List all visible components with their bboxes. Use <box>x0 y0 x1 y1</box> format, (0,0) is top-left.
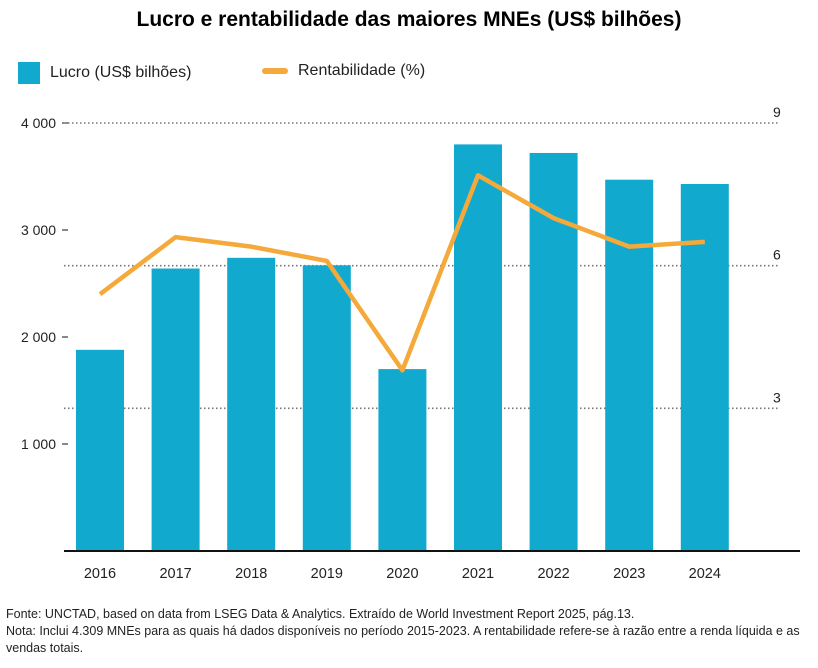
x-tick-label: 2018 <box>235 566 267 582</box>
legend-item-rentabilidade: Rentabilidade (%) <box>262 62 425 80</box>
bar-2024 <box>680 183 729 552</box>
x-tick-label: 2023 <box>613 566 645 582</box>
bar-2017 <box>151 268 200 551</box>
bar-2022 <box>529 152 578 551</box>
bar-2021 <box>454 144 502 551</box>
x-tick-label: 2020 <box>386 566 418 582</box>
bar-2016 <box>76 349 124 551</box>
bar-2019 <box>302 265 351 551</box>
x-tick-label: 2022 <box>537 566 569 582</box>
footer: Fonte: UNCTAD, based on data from LSEG D… <box>6 606 812 657</box>
bar-2018 <box>227 257 276 551</box>
chart-title: Lucro e rentabilidade das maiores MNEs (… <box>136 8 682 31</box>
legend-swatch-bar <box>18 62 40 84</box>
x-tick-label: 2016 <box>84 566 116 582</box>
footer-source: Fonte: UNCTAD, based on data from LSEG D… <box>6 607 635 621</box>
bar-2020 <box>378 369 427 551</box>
y-tick-label-right: 3 <box>773 389 781 405</box>
legend-label-lucro: Lucro (US$ bilhões) <box>50 64 192 81</box>
y-tick-label-left: 1 000 <box>21 436 56 452</box>
y-tick-label-left: 3 000 <box>21 222 56 238</box>
x-tick-label: 2019 <box>311 566 343 582</box>
chart-legend: Lucro (US$ bilhões) Rentabilidade (%) <box>14 62 714 90</box>
y-tick-label-left: 4 000 <box>21 115 56 131</box>
x-tick-label: 2021 <box>462 566 494 582</box>
y-tick-label-left: 2 000 <box>21 329 56 345</box>
bar-2023 <box>605 179 654 551</box>
x-tick-label: 2024 <box>689 566 721 582</box>
legend-label-rentabilidade: Rentabilidade (%) <box>298 62 426 79</box>
legend-swatch-line <box>262 68 288 74</box>
footer-note: Nota: Inclui 4.309 MNEs para as quais há… <box>6 624 800 655</box>
y-tick-label-right: 6 <box>773 247 781 263</box>
chart-plot: 1 000 2 000 3 000 4 000 3 6 9 2016 2017 2018 2019 2… <box>21 104 800 582</box>
y-tick-label-right: 9 <box>773 104 781 120</box>
x-tick-label: 2017 <box>159 566 191 582</box>
legend-item-lucro: Lucro (US$ bilhões) <box>18 62 191 84</box>
